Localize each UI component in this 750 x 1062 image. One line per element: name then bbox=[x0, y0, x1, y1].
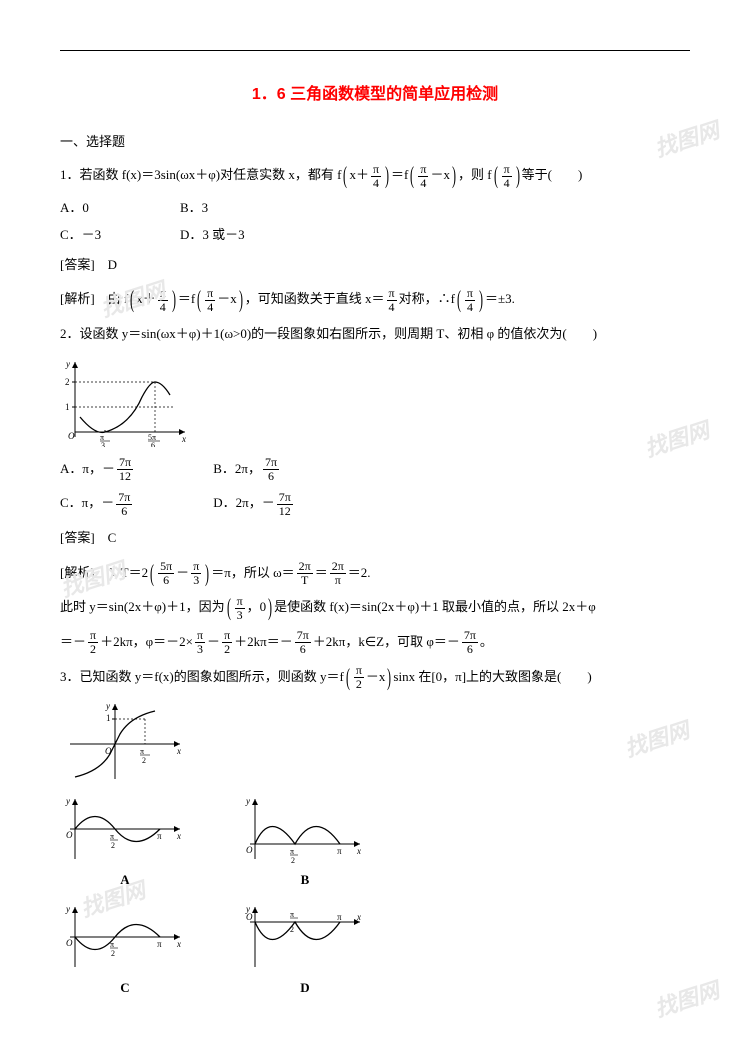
svg-text:y: y bbox=[65, 359, 70, 369]
svg-text:x: x bbox=[176, 831, 181, 841]
svg-text:2: 2 bbox=[290, 925, 294, 934]
q3-choices-row2: O x y π 2 π C O x y π 2 2 π D bbox=[60, 902, 690, 999]
svg-text:y: y bbox=[245, 904, 250, 914]
q3-stem: 3．已知函数 y＝f(x)的图象如图所示，则函数 y＝f(π2－x)sinx 在… bbox=[60, 663, 690, 692]
svg-text:1: 1 bbox=[106, 713, 111, 723]
svg-text:2: 2 bbox=[65, 377, 70, 387]
svg-text:π: π bbox=[337, 912, 342, 922]
svg-text:O: O bbox=[246, 845, 253, 855]
q1-options-row1: A．0B．3 bbox=[60, 196, 690, 219]
svg-text:2: 2 bbox=[111, 949, 115, 958]
q3-choice-b: O x y π 2 π B bbox=[240, 794, 370, 891]
q2-sol2: 此时 y＝sin(2x＋φ)＋1，因为(π3，0)是使函数 f(x)＝sin(2… bbox=[60, 593, 690, 622]
q1-stem: 1．若函数 f(x)＝3sin(ωx＋φ)对任意实数 x，都有 f(x＋π4)＝… bbox=[60, 161, 690, 190]
svg-text:x: x bbox=[356, 846, 361, 856]
svg-text:O: O bbox=[66, 938, 73, 948]
svg-text:y: y bbox=[65, 796, 70, 806]
q1-answer: [答案] D bbox=[60, 251, 690, 280]
svg-text:O: O bbox=[68, 431, 75, 441]
q2-sol3: ＝－π2＋2kπ，φ＝－2×π3－π2＋2kπ＝－7π6＋2kπ，k∈Z，可取 … bbox=[60, 628, 690, 657]
q2-stem: 2．设函数 y＝sin(ωx＋φ)＋1(ω>0)的一段图象如右图所示，则周期 T… bbox=[60, 320, 690, 349]
q3-graph: O x y 1 π 2 bbox=[60, 699, 690, 784]
svg-text:2: 2 bbox=[111, 841, 115, 850]
top-rule bbox=[60, 50, 690, 51]
svg-text:x: x bbox=[176, 746, 181, 756]
q2-sol1: [解析] ∵T＝2(5π6－π3)＝π，所以 ω＝2πT＝2ππ＝2. bbox=[60, 559, 690, 588]
svg-text:2: 2 bbox=[291, 856, 295, 864]
q3-choices-row1: O x y π 2 π A O x y π 2 π B bbox=[60, 794, 690, 891]
q2-options-row1: A．π，－7π12 B．2π，7π6 bbox=[60, 455, 690, 484]
q2-answer: [答案] C bbox=[60, 524, 690, 553]
q2-options-row2: C．π，－7π6 D．2π，－7π12 bbox=[60, 489, 690, 518]
q2-graph: O x y 1 2 π 3 5π 6 bbox=[60, 357, 690, 447]
svg-text:y: y bbox=[65, 904, 70, 914]
section-heading: 一、选择题 bbox=[60, 130, 690, 153]
svg-text:2: 2 bbox=[142, 756, 146, 765]
svg-text:O: O bbox=[66, 830, 73, 840]
svg-text:x: x bbox=[181, 434, 186, 444]
q3-choice-c: O x y π 2 π C bbox=[60, 902, 190, 999]
svg-text:y: y bbox=[105, 701, 110, 711]
svg-text:1: 1 bbox=[65, 402, 70, 412]
q3-choice-a: O x y π 2 π A bbox=[60, 794, 190, 891]
q1-options-row2: C．－3D．3 或－3 bbox=[60, 223, 690, 246]
svg-text:3: 3 bbox=[101, 441, 105, 447]
svg-text:x: x bbox=[176, 939, 181, 949]
svg-text:6: 6 bbox=[151, 441, 155, 447]
svg-text:π: π bbox=[157, 831, 162, 841]
svg-text:π: π bbox=[290, 910, 294, 919]
q1-solution: [解析] 由 f(x＋π4)＝f(π4－x)，可知函数关于直线 x＝π4对称，∴… bbox=[60, 285, 690, 314]
q3-choice-d: O x y π 2 2 π D bbox=[240, 902, 370, 999]
svg-text:π: π bbox=[337, 846, 342, 856]
svg-text:x: x bbox=[356, 912, 361, 922]
svg-text:π: π bbox=[290, 847, 294, 856]
page-title: 1．6 三角函数模型的简单应用检测 bbox=[60, 81, 690, 110]
svg-text:y: y bbox=[245, 796, 250, 806]
svg-text:π: π bbox=[110, 832, 114, 841]
svg-text:π: π bbox=[157, 939, 162, 949]
svg-text:π: π bbox=[140, 747, 144, 756]
svg-text:π: π bbox=[110, 940, 114, 949]
